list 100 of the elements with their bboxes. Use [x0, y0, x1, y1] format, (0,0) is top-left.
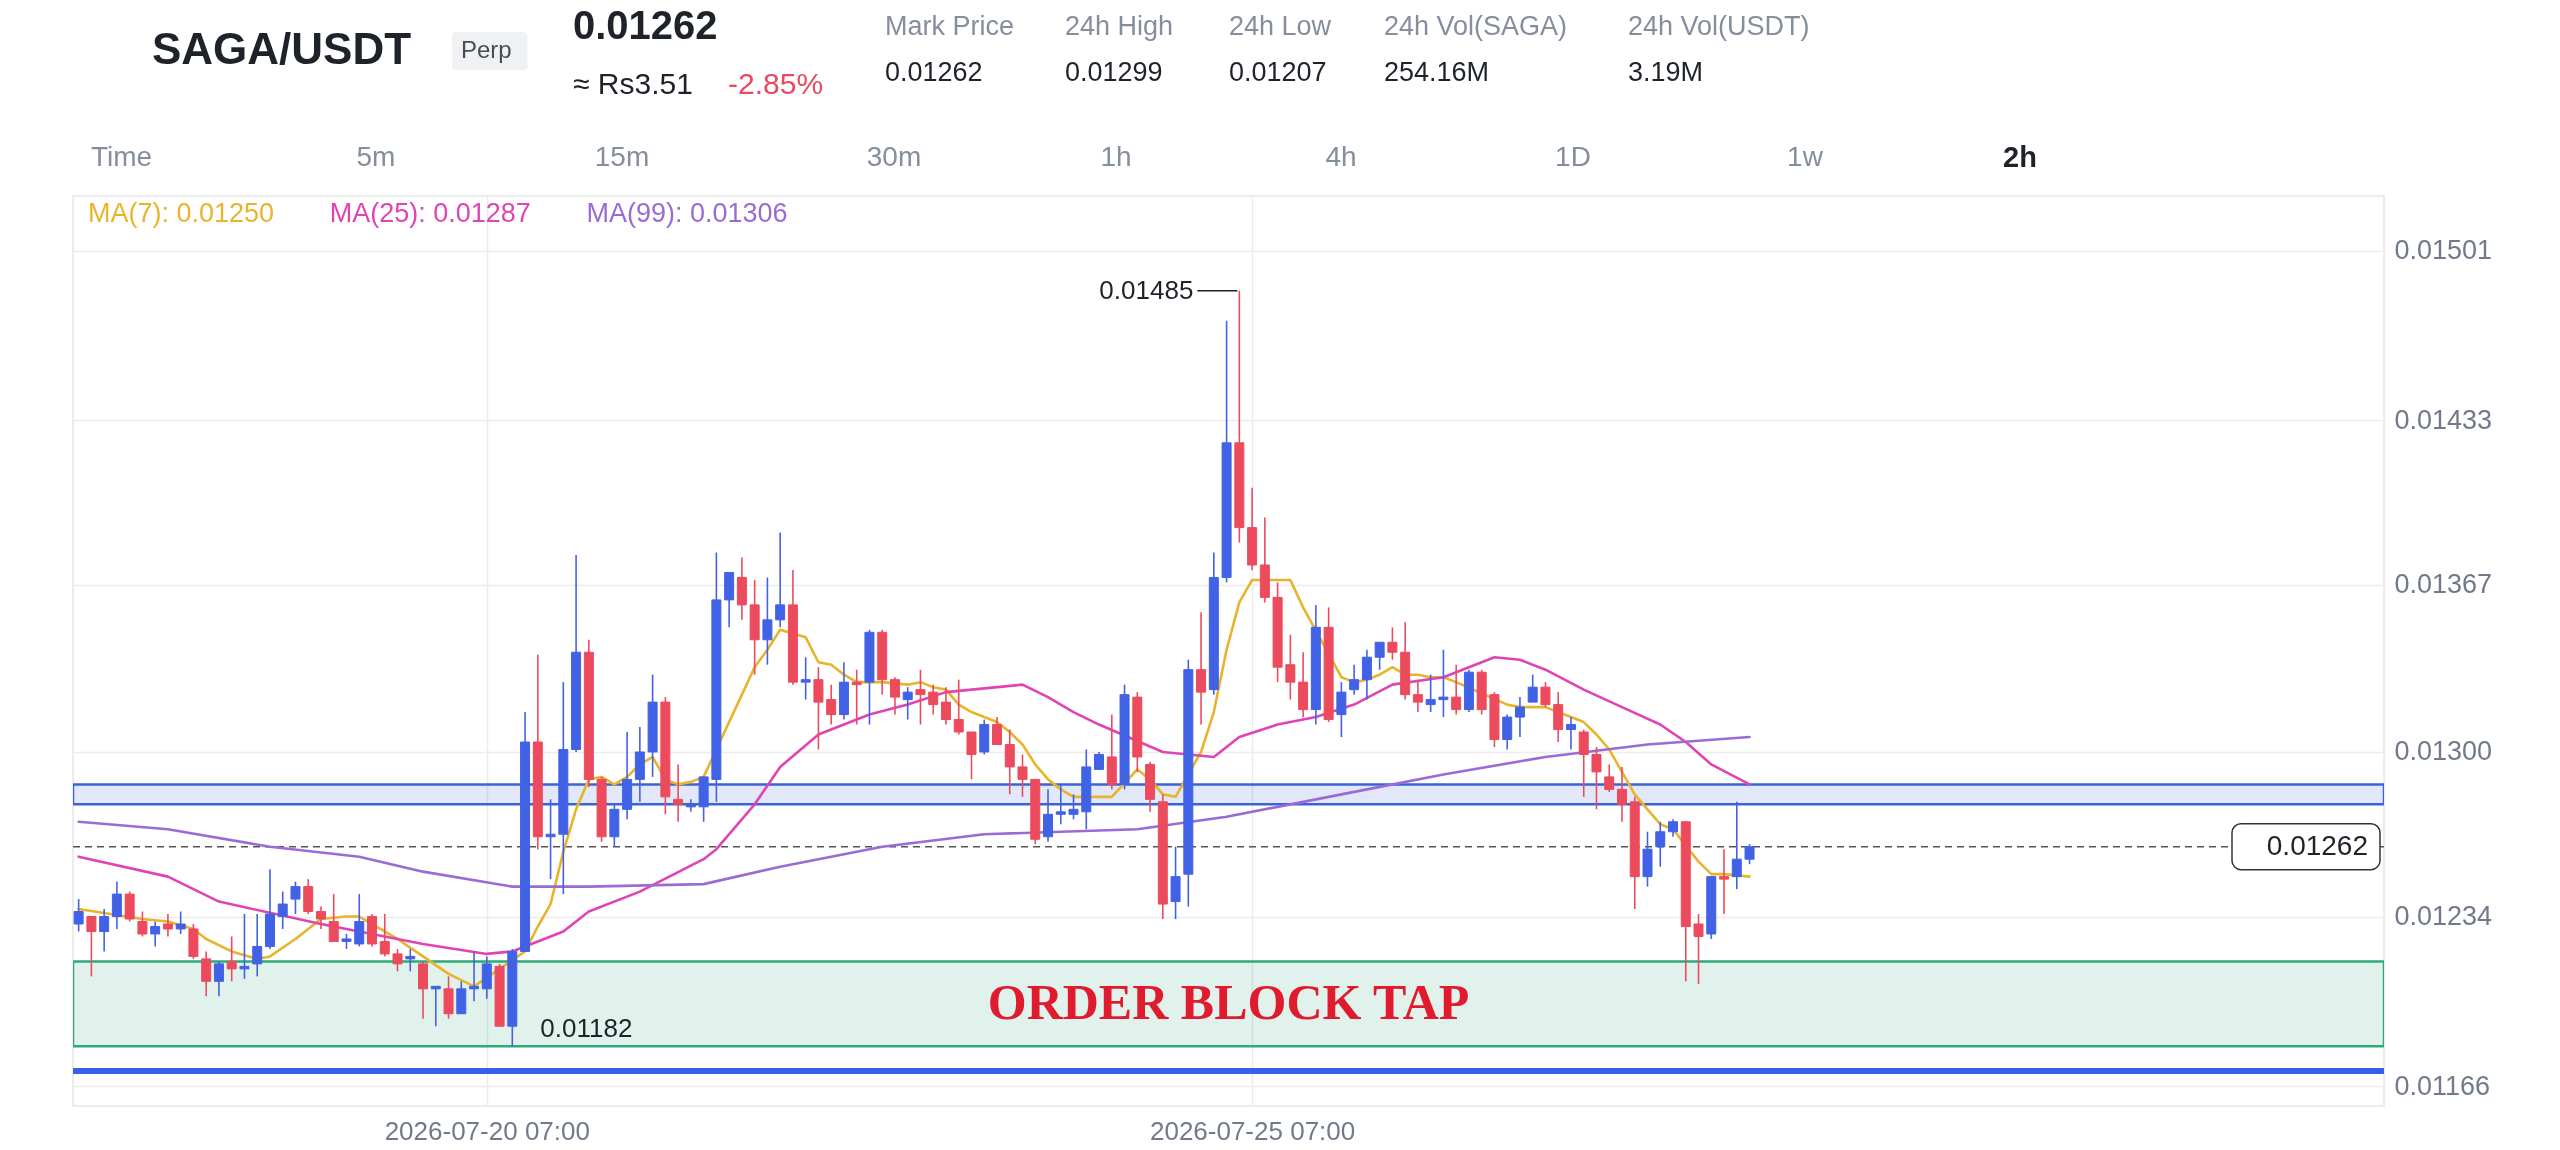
candlestick [1285, 633, 1296, 701]
candlestick [1565, 716, 1576, 751]
candlestick [1731, 801, 1742, 890]
text: -2.85% [728, 67, 824, 100]
candlestick [111, 880, 122, 930]
text: 15m [594, 141, 650, 172]
candlestick [992, 716, 1002, 746]
candlestick [1336, 681, 1347, 738]
candlestick [252, 913, 263, 978]
y-tick-label: 0.01234 [2394, 901, 2493, 932]
candlestick [1502, 713, 1513, 751]
candlestick [1514, 696, 1525, 738]
candlestick [201, 950, 212, 998]
candlestick [1361, 648, 1372, 701]
candlestick [1374, 641, 1385, 671]
candlestick [99, 908, 110, 953]
text: Mark Price [885, 11, 1015, 41]
chart-title: SAGA/USDT [152, 24, 412, 73]
y-tick-label: 0.01433 [2394, 404, 2493, 435]
candlestick [1591, 746, 1602, 811]
candlestick [545, 798, 556, 880]
candlestick [277, 890, 288, 930]
candlestick [1425, 673, 1436, 713]
candlestick [150, 920, 161, 948]
text: 0.01207 [1229, 57, 1327, 87]
text: 254.16M [1384, 57, 1490, 87]
candlestick [405, 948, 416, 973]
text: 0.01299 [1065, 57, 1163, 87]
candlestick [889, 676, 900, 716]
text: 1h [1100, 141, 1132, 172]
candlestick [953, 678, 964, 736]
candlestick [1004, 728, 1015, 796]
text: MA(7): 0.01250 [88, 198, 275, 228]
text: 5m [356, 141, 396, 172]
candlestick [73, 898, 84, 933]
text: 0.01262 [885, 57, 983, 87]
candlestick [1387, 626, 1398, 661]
text: 24h Low [1229, 11, 1332, 41]
candlestick [1578, 728, 1589, 798]
candlestick [1055, 783, 1066, 826]
candlestick [226, 935, 237, 983]
candlestick [1655, 820, 1666, 868]
candlestick [940, 686, 951, 726]
text: 1w [1787, 141, 1824, 172]
candlestick [1196, 611, 1207, 726]
candlestick [673, 763, 684, 823]
candlestick [290, 880, 301, 915]
text: Time [91, 141, 153, 172]
text: 2h [2003, 141, 2037, 173]
candlestick [1527, 673, 1538, 703]
text: 1D [1555, 141, 1591, 172]
text: Perp [461, 36, 512, 63]
candlestick [213, 960, 224, 998]
x-tick-label: 2026-07-20 07:00 [384, 1115, 590, 1146]
candlestick [354, 893, 365, 948]
text: 0.01262 [573, 3, 718, 47]
line-series [77, 655, 1751, 956]
candlestick [162, 913, 173, 938]
candlestick [1349, 663, 1360, 696]
text: 4h [1325, 141, 1357, 172]
candlestick [239, 913, 250, 980]
candlestick [1719, 848, 1730, 915]
text: MA(25): 0.01287 [329, 198, 531, 228]
candlestick [1043, 788, 1054, 843]
text: MA(99): 0.01306 [586, 198, 788, 228]
candlestick [915, 668, 926, 726]
candlestick [379, 913, 390, 958]
candlestick [1017, 753, 1028, 798]
candlestick [928, 683, 939, 716]
candlestick [1068, 793, 1079, 821]
candlestick [1604, 763, 1615, 793]
candlestick [1451, 663, 1462, 716]
text: 3.19M [1628, 57, 1704, 87]
y-tick-label: 0.01300 [2394, 736, 2493, 767]
text: ≈ Rs3.51 [573, 67, 693, 100]
candlestick [800, 656, 811, 701]
annotation: 0.01485 [1099, 274, 1194, 305]
text: 24h High [1065, 11, 1174, 41]
candlestick [175, 910, 186, 935]
x-tick-label: 2026-07-25 07:00 [1149, 1115, 1356, 1146]
candlestick [1438, 648, 1449, 718]
candlestick [1616, 766, 1627, 823]
text: 30m [866, 141, 922, 172]
candlestick [1693, 913, 1704, 985]
candlestick [902, 686, 913, 721]
band-label: ORDER BLOCK TAP [987, 973, 1470, 1030]
candlestick [775, 531, 786, 629]
candlestick [762, 576, 773, 666]
y-tick-label: 0.01367 [2394, 569, 2493, 600]
text: 24h Vol(SAGA) [1384, 11, 1568, 41]
annotation: 0.01182 [540, 1013, 633, 1044]
candlestick [315, 905, 326, 930]
candlestick [966, 731, 977, 781]
candlestick [1744, 843, 1755, 865]
y-tick-label: 0.01501 [2394, 235, 2493, 266]
line-series [77, 735, 1751, 888]
text: 24h Vol(USDT) [1628, 11, 1810, 41]
candlestick [826, 683, 837, 726]
candlestick [137, 910, 148, 938]
candlestick [813, 666, 824, 751]
